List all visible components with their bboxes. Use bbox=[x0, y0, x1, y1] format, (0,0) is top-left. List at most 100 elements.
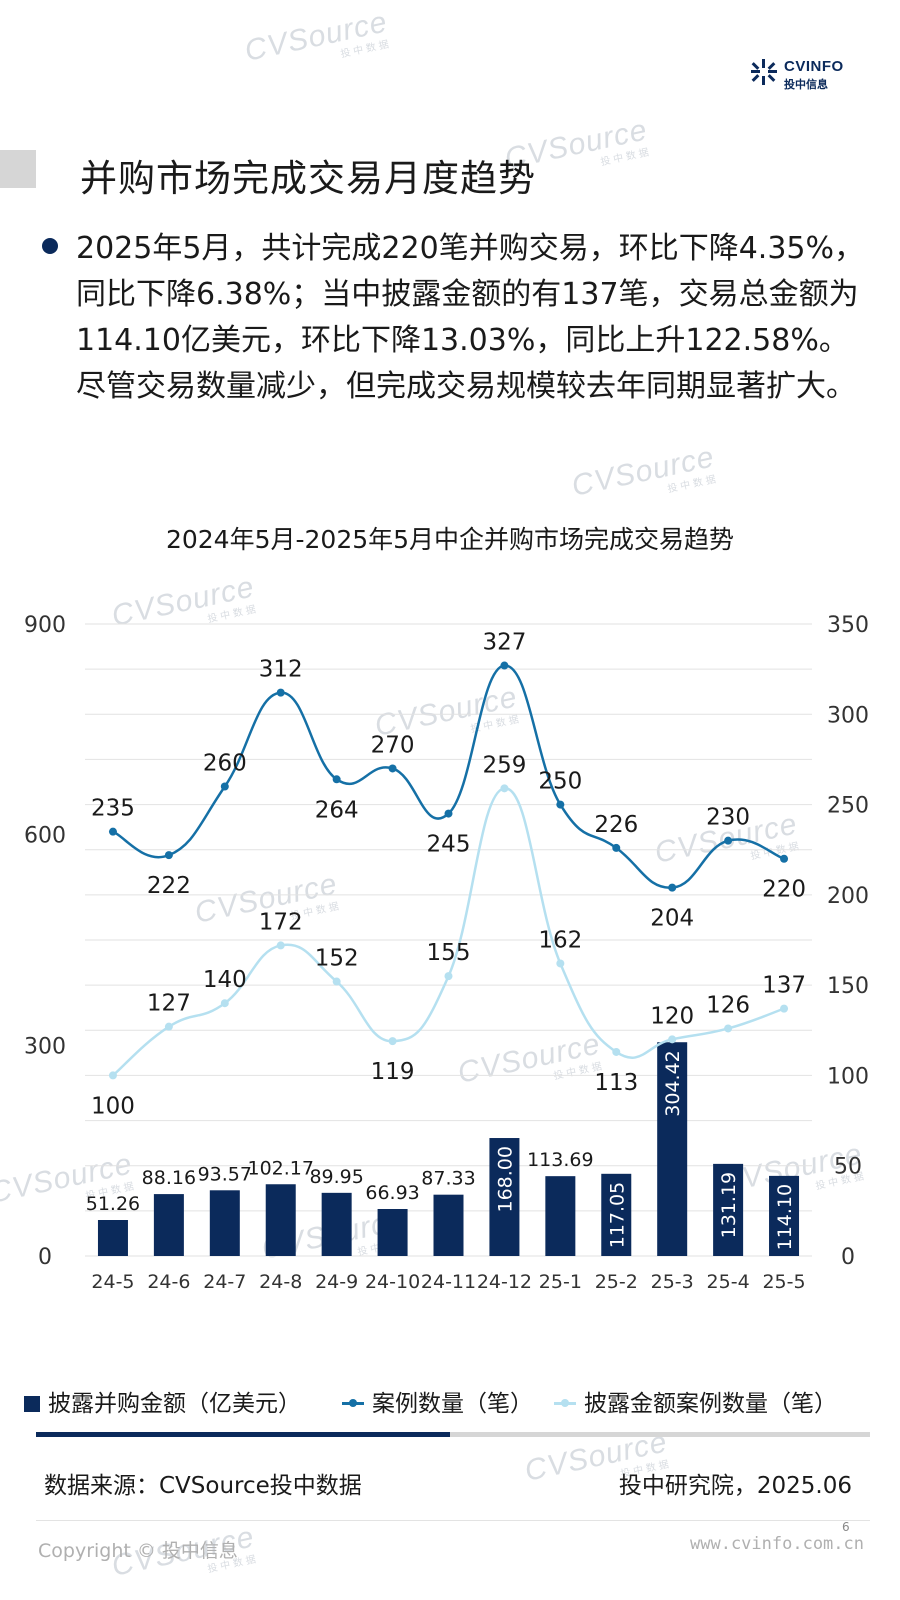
legend-label: 案例数量（笔） bbox=[372, 1391, 533, 1417]
disclosed-count-point bbox=[388, 1037, 397, 1046]
disclosed-count-label: 127 bbox=[147, 991, 191, 1017]
y-right-tick-label: 350 bbox=[827, 613, 869, 638]
legend-line-swatch bbox=[342, 1399, 364, 1407]
disclosed-count-line bbox=[112, 787, 785, 1077]
deal-count-point bbox=[276, 688, 285, 697]
brand-name-cn: 投中信息 bbox=[784, 78, 828, 91]
y-left-tick-label: 0 bbox=[38, 1245, 52, 1270]
disclosed-count-label: 155 bbox=[427, 940, 471, 966]
deal-count-point bbox=[332, 775, 341, 784]
bar-data-label: 102.17 bbox=[247, 1157, 313, 1179]
brand-name: CVINFO bbox=[784, 58, 844, 75]
chart-legend: 披露并购金额（亿美元） 案例数量（笔） 披露金额案例数量（笔） bbox=[24, 1384, 884, 1418]
disclosed-count-label: 259 bbox=[482, 752, 526, 778]
divider-light bbox=[450, 1432, 870, 1437]
bar bbox=[321, 1192, 352, 1256]
bar bbox=[153, 1194, 184, 1256]
deal-count-label: 204 bbox=[650, 906, 694, 932]
y-right-tick-label: 250 bbox=[827, 794, 869, 819]
bar bbox=[489, 1138, 520, 1256]
deal-count-label: 270 bbox=[371, 732, 415, 758]
disclosed-count-point bbox=[500, 784, 509, 793]
bar-data-label: 168.00 bbox=[494, 1146, 516, 1212]
x-tick-label: 24-9 bbox=[315, 1271, 358, 1293]
bar-data-label: 114.10 bbox=[774, 1184, 796, 1250]
deal-count-label: 264 bbox=[315, 797, 359, 823]
deal-count-label: 327 bbox=[482, 630, 526, 656]
legend-label: 披露金额案例数量（笔） bbox=[584, 1391, 837, 1417]
deal-count-label: 235 bbox=[91, 796, 135, 822]
deal-count-point bbox=[780, 854, 789, 863]
disclosed-count-point bbox=[556, 959, 565, 968]
deal-count-label: 220 bbox=[762, 877, 806, 903]
deal-count-label: 245 bbox=[427, 832, 471, 858]
legend-bar-swatch bbox=[24, 1396, 40, 1412]
deal-count-point bbox=[724, 836, 733, 845]
deal-count-label: 222 bbox=[147, 873, 191, 899]
bar-data-label: 89.95 bbox=[309, 1166, 363, 1188]
title-accent-bar bbox=[0, 150, 36, 188]
disclosed-count-label: 137 bbox=[762, 973, 806, 999]
disclosed-count-point bbox=[332, 977, 341, 986]
disclosed-count-point bbox=[444, 972, 453, 981]
bullet-dot bbox=[42, 238, 58, 254]
disclosed-count-label: 126 bbox=[706, 992, 750, 1018]
disclosed-count-label: 172 bbox=[259, 909, 303, 935]
x-tick-label: 25-5 bbox=[762, 1271, 805, 1293]
disclosed-count-label: 119 bbox=[371, 1059, 415, 1085]
bar bbox=[769, 1175, 800, 1256]
x-tick-label: 24-7 bbox=[203, 1271, 246, 1293]
page-number: 6 bbox=[842, 1520, 850, 1534]
bar-data-label: 131.19 bbox=[718, 1172, 740, 1238]
deal-count-point bbox=[612, 843, 621, 852]
bar bbox=[97, 1220, 128, 1256]
deal-count-label: 250 bbox=[538, 769, 582, 795]
y-left-tick-label: 600 bbox=[24, 824, 66, 849]
disclosed-count-point bbox=[612, 1047, 621, 1056]
y-right-tick-label: 100 bbox=[827, 1064, 869, 1089]
y-left-tick-label: 900 bbox=[24, 613, 66, 638]
bar-data-label: 88.16 bbox=[142, 1167, 196, 1189]
deal-count-point bbox=[444, 809, 453, 818]
disclosed-count-point bbox=[780, 1004, 789, 1013]
bar bbox=[657, 1042, 688, 1256]
bar-data-label: 117.05 bbox=[606, 1182, 628, 1248]
y-right-tick-label: 50 bbox=[834, 1155, 862, 1180]
deal-count-label: 260 bbox=[203, 751, 247, 777]
deal-count-point bbox=[164, 851, 173, 860]
x-tick-label: 24-10 bbox=[365, 1271, 420, 1293]
disclosed-count-label: 120 bbox=[650, 1003, 694, 1029]
bar-data-label: 93.57 bbox=[198, 1163, 252, 1185]
deal-count-point bbox=[500, 661, 509, 670]
y-right-tick-label: 150 bbox=[827, 974, 869, 999]
disclosed-count-label: 140 bbox=[203, 967, 247, 993]
x-tick-label: 25-2 bbox=[595, 1271, 638, 1293]
data-source: 数据来源：CVSource投中数据 bbox=[44, 1473, 362, 1499]
website-link[interactable]: www.cvinfo.com.cn bbox=[690, 1534, 864, 1554]
deal-count-point bbox=[388, 764, 397, 773]
footer-divider bbox=[36, 1520, 870, 1521]
disclosed-count-label: 100 bbox=[91, 1093, 135, 1119]
legend-item-disclosed-count: 披露金额案例数量（笔） bbox=[554, 1384, 837, 1418]
bar-data-label: 51.26 bbox=[86, 1193, 140, 1215]
x-tick-label: 25-4 bbox=[707, 1271, 750, 1293]
bar-data-label: 66.93 bbox=[365, 1182, 419, 1204]
bar bbox=[377, 1209, 408, 1256]
logo: CVINFO 投中信息 bbox=[750, 56, 860, 96]
legend-label: 披露并购金额（亿美元） bbox=[48, 1391, 301, 1417]
deal-count-label: 312 bbox=[259, 657, 303, 683]
x-tick-label: 25-1 bbox=[539, 1271, 582, 1293]
x-tick-label: 25-3 bbox=[651, 1271, 694, 1293]
legend-item-deal-count: 案例数量（笔） bbox=[342, 1384, 533, 1418]
deal-count-point bbox=[668, 883, 677, 892]
disclosed-count-point bbox=[108, 1071, 117, 1080]
disclosed-count-label: 162 bbox=[538, 927, 582, 953]
bar bbox=[433, 1194, 464, 1256]
y-right-tick-label: 200 bbox=[827, 884, 869, 909]
page-title: 并购市场完成交易月度趋势 bbox=[80, 157, 536, 200]
publisher-date: 投中研究院，2025.06 bbox=[618, 1473, 852, 1499]
x-tick-label: 24-11 bbox=[421, 1271, 476, 1293]
disclosed-count-point bbox=[724, 1024, 733, 1033]
